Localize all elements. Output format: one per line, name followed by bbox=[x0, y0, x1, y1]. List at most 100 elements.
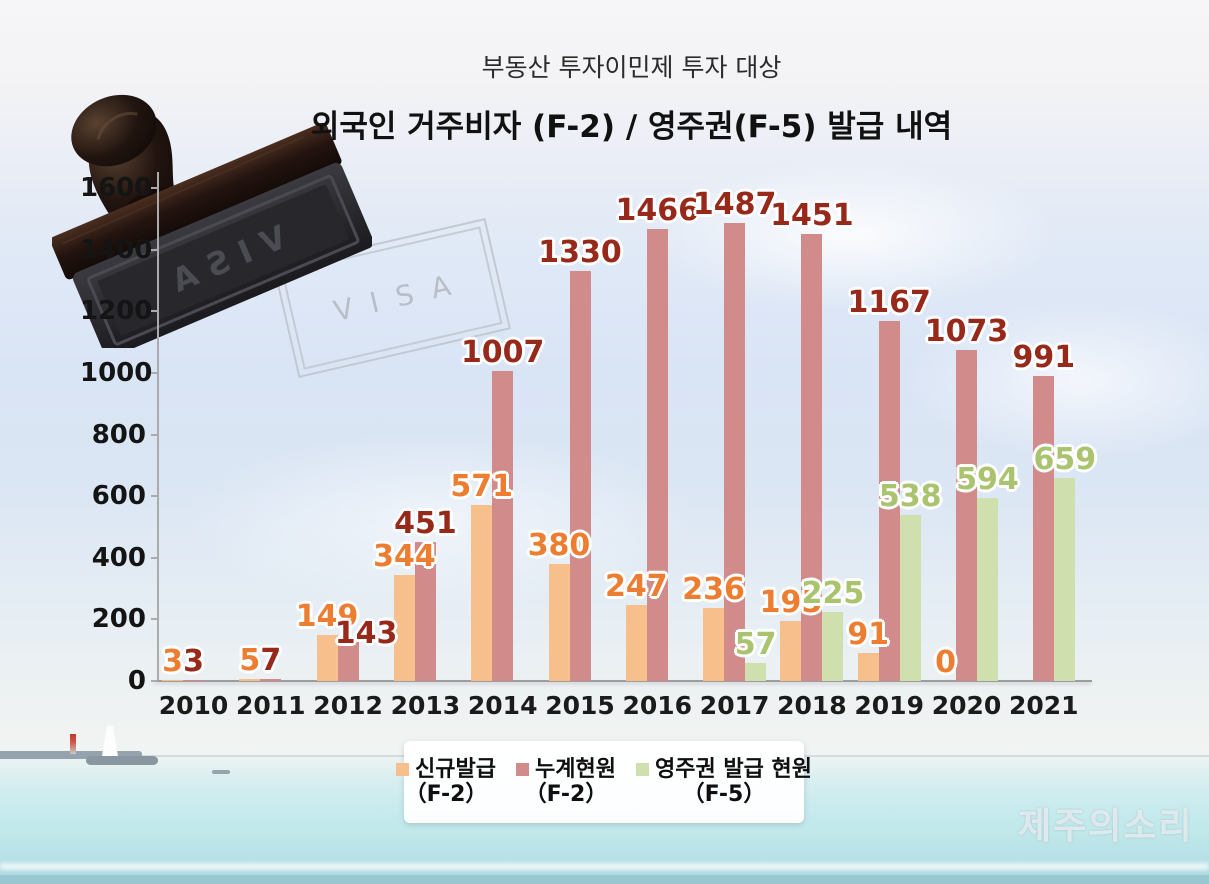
bar-영주권 발급 현원 (F-5)-2019 bbox=[899, 515, 921, 681]
white-lighthouse bbox=[102, 726, 118, 756]
x-tick-label-2018: 2018 bbox=[777, 691, 847, 720]
jetty bbox=[0, 751, 142, 759]
chart-title: 외국인 거주비자 (F-2) / 영주권(F-5) 발급 내역 bbox=[310, 109, 953, 145]
y-tick-label: 1000 bbox=[80, 357, 153, 388]
value-label-신규발급 (F-2)-2013: 344 bbox=[373, 539, 436, 574]
value-label-신규발급 (F-2)-2015: 380 bbox=[527, 527, 591, 563]
bar-신규발급 (F-2)-2019 bbox=[857, 652, 879, 681]
value-label-영주권 발급 현원 (F-5)-2019: 538 bbox=[878, 479, 942, 515]
x-tick-label-2017: 2017 bbox=[699, 691, 770, 720]
y-tick-mark bbox=[151, 680, 157, 682]
bar-신규발급 (F-2)-2018 bbox=[780, 620, 802, 681]
legend-sub: （F-5） bbox=[682, 782, 766, 807]
bar-신규발급 (F-2)-2015 bbox=[548, 563, 570, 681]
y-tick-mark bbox=[151, 433, 157, 436]
y-tick-mark bbox=[151, 248, 157, 251]
bar-신규발급 (F-2)-2014 bbox=[471, 505, 493, 681]
y-tick-label: 0 bbox=[127, 666, 146, 696]
legend-swatch bbox=[396, 762, 410, 776]
bar-누계현원 (F-2)-2021 bbox=[1033, 375, 1055, 681]
y-axis-line bbox=[157, 172, 159, 682]
bar-누계현원 (F-2)-2020 bbox=[956, 350, 977, 681]
bar-신규발급 (F-2)-2012 bbox=[316, 635, 338, 681]
bar-영주권 발급 현원 (F-5)-2018 bbox=[822, 611, 844, 681]
value-label-신규발급 (F-2)-2011: 5 bbox=[239, 643, 261, 679]
value-label-영주권 발급 현원 (F-5)-2017: 57 bbox=[734, 627, 777, 663]
value-label-누계현원 (F-2)-2013: 451 bbox=[394, 506, 457, 542]
value-label-영주권 발급 현원 (F-5)-2021: 659 bbox=[1033, 441, 1097, 477]
bar-누계현원 (F-2)-2019 bbox=[878, 321, 900, 681]
value-label-누계현원 (F-2)-2018: 1451 bbox=[770, 197, 854, 233]
y-tick-mark bbox=[151, 187, 157, 189]
sea-foam-line bbox=[0, 863, 1209, 870]
x-tick-label-2020: 2020 bbox=[931, 691, 1002, 720]
bar-누계현원 (F-2)-2017 bbox=[724, 222, 746, 681]
bar-누계현원 (F-2)-2011 bbox=[260, 678, 282, 681]
chart-legend: 신규발급 （F-2） 누계현원 （F-2） 영주권 발급 현원 （F-5） bbox=[396, 741, 812, 823]
y-tick-label: 1600 bbox=[80, 173, 153, 203]
value-label-누계현원 (F-2)-2012: 143 bbox=[334, 615, 398, 651]
bar-누계현원 (F-2)-2010 bbox=[183, 679, 204, 681]
value-label-신규발급 (F-2)-2016: 247 bbox=[604, 568, 668, 604]
value-label-누계현원 (F-2)-2021: 991 bbox=[1012, 339, 1076, 375]
value-label-누계현원 (F-2)-2011: 7 bbox=[260, 642, 282, 678]
x-tick-label-2016: 2016 bbox=[622, 691, 693, 720]
value-label-신규발급 (F-2)-2010: 3 bbox=[162, 643, 183, 679]
legend-sub: （F-2） bbox=[524, 782, 608, 807]
bar-누계현원 (F-2)-2012 bbox=[337, 636, 359, 681]
y-tick-label: 200 bbox=[91, 604, 146, 635]
y-tick-mark bbox=[151, 495, 157, 498]
chart-subtitle: 부동산 투자이민제 투자 대상 bbox=[481, 53, 782, 82]
x-tick-label-2019: 2019 bbox=[854, 691, 924, 720]
y-tick-label: 400 bbox=[91, 542, 146, 573]
x-tick-label-2012: 2012 bbox=[313, 691, 383, 720]
value-label-신규발급 (F-2)-2014: 571 bbox=[450, 469, 513, 505]
y-tick-mark bbox=[151, 556, 157, 559]
x-axis-line bbox=[154, 680, 1092, 682]
bar-누계현원 (F-2)-2015 bbox=[569, 271, 591, 681]
y-tick-label: 1400 bbox=[80, 234, 153, 265]
legend-entry-0: 신규발급 （F-2） bbox=[396, 757, 496, 808]
bar-누계현원 (F-2)-2016 bbox=[646, 229, 668, 681]
boat bbox=[212, 770, 230, 774]
x-tick-label-2013: 2013 bbox=[390, 691, 461, 720]
y-tick-label: 600 bbox=[91, 481, 146, 512]
value-label-누계현원 (F-2)-2019: 1167 bbox=[847, 285, 931, 321]
legend-swatch bbox=[516, 762, 529, 776]
value-label-누계현원 (F-2)-2016: 1466 bbox=[615, 193, 700, 229]
value-label-누계현원 (F-2)-2010: 3 bbox=[183, 643, 204, 679]
bar-누계현원 (F-2)-2014 bbox=[492, 370, 514, 681]
x-tick-label-2015: 2015 bbox=[545, 691, 615, 720]
value-label-신규발급 (F-2)-2019: 91 bbox=[847, 616, 890, 652]
value-label-누계현원 (F-2)-2015: 1330 bbox=[538, 235, 622, 271]
value-label-누계현원 (F-2)-2017: 1487 bbox=[692, 186, 777, 222]
y-tick-label: 1200 bbox=[80, 296, 153, 327]
header: 부동산 투자이민제 투자 대상 외국인 거주비자 (F-2) / 영주권(F-5… bbox=[54, 48, 1209, 146]
value-label-누계현원 (F-2)-2020: 1073 bbox=[924, 314, 1009, 350]
legend-label: 신규발급 bbox=[415, 756, 496, 782]
legend-swatch bbox=[635, 762, 649, 776]
bar-영주권 발급 현원 (F-5)-2020 bbox=[977, 497, 998, 681]
value-label-누계현원 (F-2)-2014: 1007 bbox=[460, 334, 545, 370]
bar-누계현원 (F-2)-2018 bbox=[801, 233, 823, 681]
shore-band bbox=[0, 875, 1209, 884]
x-tick-label-2021: 2021 bbox=[1009, 691, 1079, 720]
legend-label: 영주권 발급 현원 bbox=[654, 756, 812, 782]
value-label-신규발급 (F-2)-2020: 0 bbox=[935, 645, 956, 680]
legend-entry-2: 영주권 발급 현원 （F-5） bbox=[635, 756, 812, 808]
bar-영주권 발급 현원 (F-5)-2017 bbox=[745, 663, 767, 681]
legend-entry-1: 누계현원 （F-2） bbox=[516, 757, 616, 808]
y-tick-mark bbox=[151, 310, 157, 313]
red-lighthouse bbox=[70, 734, 76, 754]
value-label-영주권 발급 현원 (F-5)-2018: 225 bbox=[801, 575, 865, 611]
legend-sub: （F-2） bbox=[404, 782, 488, 807]
y-tick-label: 800 bbox=[91, 419, 146, 450]
bar-신규발급 (F-2)-2017 bbox=[703, 608, 725, 681]
y-tick-mark bbox=[151, 371, 157, 374]
bar-신규발급 (F-2)-2010 bbox=[162, 679, 183, 681]
x-tick-label-2011: 2011 bbox=[236, 691, 306, 720]
watermark: 제주의소리 bbox=[1018, 806, 1194, 847]
legend-label: 누계현원 bbox=[535, 756, 616, 782]
bar-신규발급 (F-2)-2011 bbox=[239, 679, 261, 681]
